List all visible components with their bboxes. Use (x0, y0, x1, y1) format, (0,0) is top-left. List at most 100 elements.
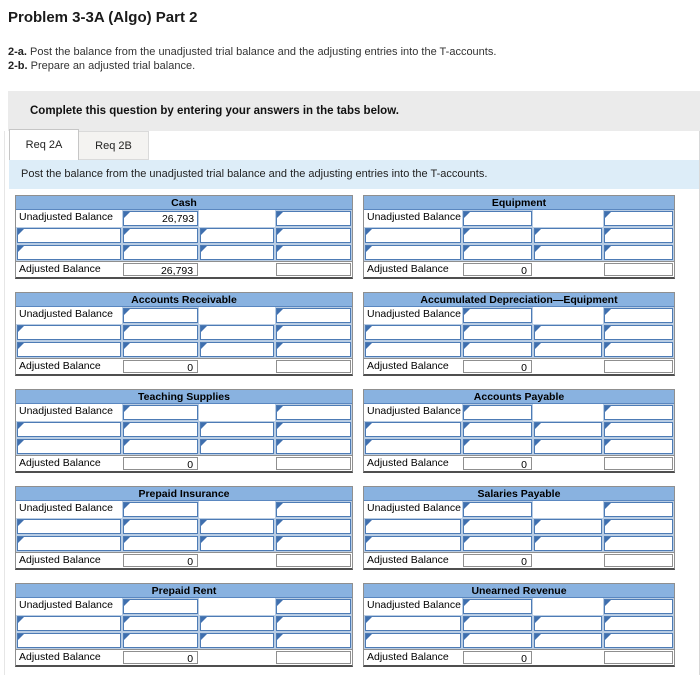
salaries-payable-entry-input-4[interactable] (603, 519, 673, 534)
prepaid-rent-entry-input-6[interactable] (122, 633, 199, 648)
salaries-payable-entry-input-1[interactable] (365, 519, 461, 534)
cash-entry-input-8[interactable] (275, 245, 351, 260)
accumulated-depreciation-equipment-entry-input-8[interactable] (603, 342, 673, 357)
salaries-payable-entry-input-7[interactable] (533, 536, 602, 551)
accumulated-depreciation-equipment-entry-input-6[interactable] (462, 342, 532, 357)
prepaid-rent-entry-input-3[interactable] (200, 616, 274, 631)
prepaid-rent-entry-input-7[interactable] (200, 633, 274, 648)
equipment-unadjusted-debit-input[interactable] (462, 211, 532, 226)
prepaid-insurance-unadjusted-debit-input[interactable] (122, 502, 199, 517)
accumulated-depreciation-equipment-entry-input-2[interactable] (462, 325, 532, 340)
accounts-payable-entry-input-3[interactable] (533, 422, 602, 437)
prepaid-insurance-entry-input-7[interactable] (200, 536, 274, 551)
unearned-revenue-entry-input-5[interactable] (365, 633, 461, 648)
equipment-entry-input-3[interactable] (533, 228, 602, 243)
salaries-payable-entry-input-2[interactable] (462, 519, 532, 534)
accounts-payable-entry-input-4[interactable] (603, 422, 673, 437)
accounts-payable-unadjusted-debit-input[interactable] (462, 405, 532, 420)
accounts-receivable-unadjusted-credit-input[interactable] (275, 308, 351, 323)
cash-entry-input-3[interactable] (200, 228, 274, 243)
unearned-revenue-entry-input-3[interactable] (533, 616, 602, 631)
equipment-entry-input-7[interactable] (533, 245, 602, 260)
teaching-supplies-unadjusted-credit-input[interactable] (275, 405, 351, 420)
cash-unadjusted-debit-input[interactable]: 26,793 (122, 211, 199, 226)
accumulated-depreciation-equipment-unadjusted-debit-input[interactable] (462, 308, 532, 323)
cash-entry-input-4[interactable] (275, 228, 351, 243)
teaching-supplies-unadjusted-debit-input[interactable] (122, 405, 199, 420)
accounts-receivable-entry-input-5[interactable] (17, 342, 121, 357)
equipment-entry-input-8[interactable] (603, 245, 673, 260)
accounts-payable-entry-input-2[interactable] (462, 422, 532, 437)
equipment-entry-input-5[interactable] (365, 245, 461, 260)
teaching-supplies-entry-input-1[interactable] (17, 422, 121, 437)
teaching-supplies-entry-input-7[interactable] (200, 439, 274, 454)
accumulated-depreciation-equipment-entry-input-1[interactable] (365, 325, 461, 340)
accounts-payable-entry-input-1[interactable] (365, 422, 461, 437)
prepaid-rent-unadjusted-debit-input[interactable] (122, 599, 199, 614)
cash-entry-input-2[interactable] (122, 228, 199, 243)
equipment-entry-input-2[interactable] (462, 228, 532, 243)
teaching-supplies-entry-input-5[interactable] (17, 439, 121, 454)
unearned-revenue-entry-input-8[interactable] (603, 633, 673, 648)
prepaid-insurance-unadjusted-credit-input[interactable] (275, 502, 351, 517)
accounts-receivable-entry-input-7[interactable] (200, 342, 274, 357)
accounts-payable-entry-input-6[interactable] (462, 439, 532, 454)
cash-entry-input-5[interactable] (17, 245, 121, 260)
salaries-payable-entry-input-6[interactable] (462, 536, 532, 551)
accounts-receivable-entry-input-8[interactable] (275, 342, 351, 357)
cash-entry-input-7[interactable] (200, 245, 274, 260)
prepaid-rent-entry-input-4[interactable] (275, 616, 351, 631)
prepaid-insurance-entry-input-6[interactable] (122, 536, 199, 551)
prepaid-insurance-entry-input-4[interactable] (275, 519, 351, 534)
teaching-supplies-entry-input-3[interactable] (200, 422, 274, 437)
unearned-revenue-entry-input-6[interactable] (462, 633, 532, 648)
teaching-supplies-entry-input-6[interactable] (122, 439, 199, 454)
prepaid-rent-entry-input-5[interactable] (17, 633, 121, 648)
accounts-receivable-entry-input-4[interactable] (275, 325, 351, 340)
accounts-receivable-entry-input-6[interactable] (122, 342, 199, 357)
prepaid-insurance-entry-input-2[interactable] (122, 519, 199, 534)
teaching-supplies-entry-input-4[interactable] (275, 422, 351, 437)
prepaid-rent-unadjusted-credit-input[interactable] (275, 599, 351, 614)
prepaid-insurance-entry-input-1[interactable] (17, 519, 121, 534)
equipment-entry-input-4[interactable] (603, 228, 673, 243)
prepaid-insurance-entry-input-5[interactable] (17, 536, 121, 551)
cash-entry-input-6[interactable] (122, 245, 199, 260)
prepaid-insurance-entry-input-3[interactable] (200, 519, 274, 534)
prepaid-insurance-entry-input-8[interactable] (275, 536, 351, 551)
cash-entry-input-1[interactable] (17, 228, 121, 243)
accounts-receivable-entry-input-1[interactable] (17, 325, 121, 340)
accumulated-depreciation-equipment-entry-input-5[interactable] (365, 342, 461, 357)
accounts-payable-unadjusted-credit-input[interactable] (603, 405, 673, 420)
accumulated-depreciation-equipment-entry-input-4[interactable] (603, 325, 673, 340)
tab-req-2a[interactable]: Req 2A (9, 129, 79, 160)
salaries-payable-unadjusted-debit-input[interactable] (462, 502, 532, 517)
accounts-receivable-unadjusted-debit-input[interactable] (122, 308, 199, 323)
unearned-revenue-entry-input-7[interactable] (533, 633, 602, 648)
unearned-revenue-unadjusted-debit-input[interactable] (462, 599, 532, 614)
tab-req-2b[interactable]: Req 2B (79, 131, 149, 160)
equipment-unadjusted-credit-input[interactable] (603, 211, 673, 226)
salaries-payable-unadjusted-credit-input[interactable] (603, 502, 673, 517)
prepaid-rent-entry-input-8[interactable] (275, 633, 351, 648)
teaching-supplies-entry-input-8[interactable] (275, 439, 351, 454)
equipment-entry-input-1[interactable] (365, 228, 461, 243)
unearned-revenue-entry-input-4[interactable] (603, 616, 673, 631)
unearned-revenue-entry-input-2[interactable] (462, 616, 532, 631)
unearned-revenue-unadjusted-credit-input[interactable] (603, 599, 673, 614)
unearned-revenue-entry-input-1[interactable] (365, 616, 461, 631)
accounts-payable-entry-input-7[interactable] (533, 439, 602, 454)
salaries-payable-entry-input-3[interactable] (533, 519, 602, 534)
accumulated-depreciation-equipment-entry-input-7[interactable] (533, 342, 602, 357)
accounts-payable-entry-input-5[interactable] (365, 439, 461, 454)
accumulated-depreciation-equipment-entry-input-3[interactable] (533, 325, 602, 340)
accounts-receivable-entry-input-2[interactable] (122, 325, 199, 340)
cash-unadjusted-credit-input[interactable] (275, 211, 351, 226)
accounts-receivable-entry-input-3[interactable] (200, 325, 274, 340)
accumulated-depreciation-equipment-unadjusted-credit-input[interactable] (603, 308, 673, 323)
salaries-payable-entry-input-5[interactable] (365, 536, 461, 551)
accounts-payable-entry-input-8[interactable] (603, 439, 673, 454)
salaries-payable-entry-input-8[interactable] (603, 536, 673, 551)
prepaid-rent-entry-input-2[interactable] (122, 616, 199, 631)
equipment-entry-input-6[interactable] (462, 245, 532, 260)
